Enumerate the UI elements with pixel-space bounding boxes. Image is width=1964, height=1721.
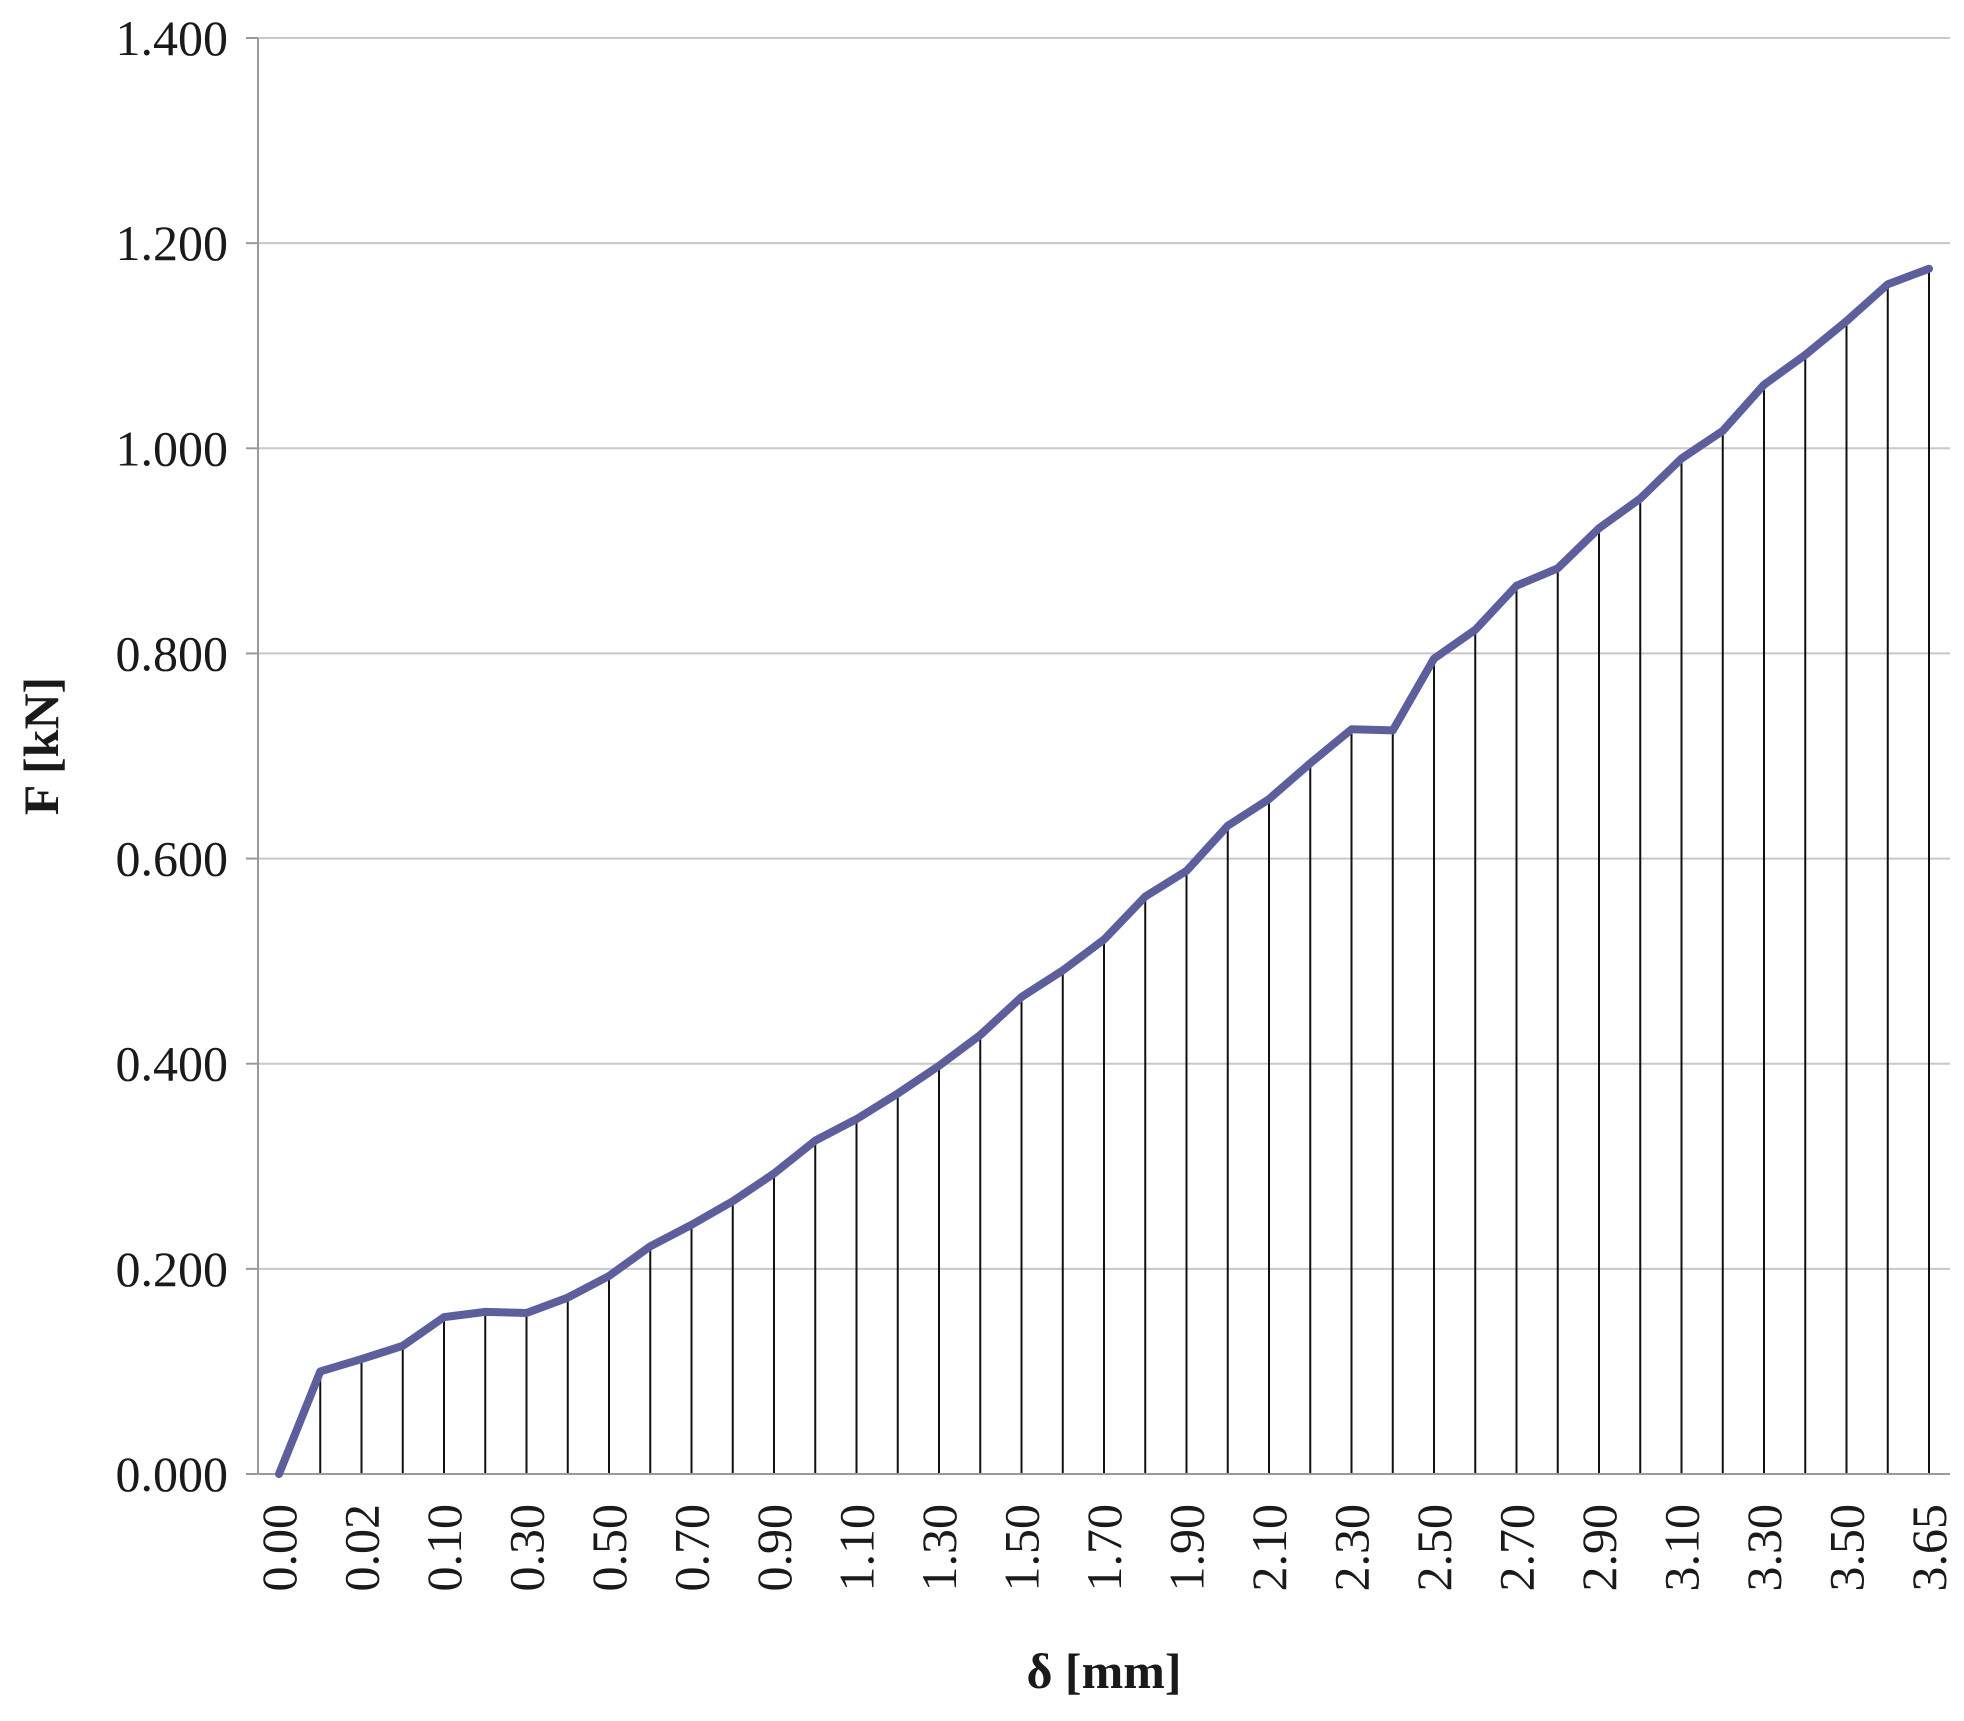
axes (246, 38, 1950, 1474)
x-tick-label: 3.65 (1901, 1504, 1957, 1592)
y-tick-label: 1.400 (116, 10, 229, 66)
y-tick-label: 0.800 (116, 625, 229, 681)
x-tick-label: 0.10 (416, 1504, 472, 1592)
x-tick-label: 2.10 (1241, 1504, 1297, 1592)
x-tick-label: 2.90 (1571, 1504, 1627, 1592)
y-tick-label: 1.000 (116, 420, 229, 476)
x-tick-label: 2.30 (1324, 1504, 1380, 1592)
y-axis-title: F [kN] (13, 677, 69, 815)
x-tick-label: 0.50 (581, 1504, 637, 1592)
x-tick-label: 3.10 (1654, 1504, 1710, 1592)
x-tick-label: 3.50 (1819, 1504, 1875, 1592)
y-tick-label: 1.200 (116, 215, 229, 271)
x-tick-label: 0.90 (746, 1504, 802, 1592)
x-tick-label: 0.30 (499, 1504, 555, 1592)
y-tick-label: 0.200 (116, 1241, 229, 1297)
x-tick-label: 1.50 (994, 1504, 1050, 1592)
x-tick-label: 0.00 (251, 1504, 307, 1592)
x-tick-label: 1.30 (911, 1504, 967, 1592)
x-tick-label: 2.70 (1489, 1504, 1545, 1592)
y-tick-label: 0.600 (116, 831, 229, 887)
x-tick-label: 3.30 (1736, 1504, 1792, 1592)
x-tick-label: 1.70 (1076, 1504, 1132, 1592)
y-tick-label: 0.000 (116, 1446, 229, 1502)
y-tick-labels: 0.000 0.200 0.400 0.600 0.800 1.000 1.200 1.400 (116, 10, 229, 1502)
x-tick-labels: 0.00 0.02 0.10 0.30 0.50 0.70 0.90 1.10 1.30 1.50… (251, 1504, 1957, 1592)
x-axis-title: δ [mm] (1026, 1643, 1181, 1699)
x-tick-label: 1.10 (829, 1504, 885, 1592)
y-tick-label: 0.400 (116, 1036, 229, 1092)
x-tick-label: 0.70 (664, 1504, 720, 1592)
x-tick-label: 1.90 (1159, 1504, 1215, 1592)
x-tick-label: 0.02 (334, 1504, 390, 1592)
x-tick-label: 2.50 (1406, 1504, 1462, 1592)
